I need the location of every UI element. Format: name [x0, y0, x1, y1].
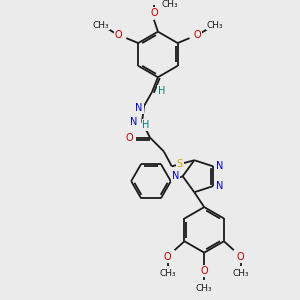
Text: S: S [177, 159, 183, 170]
Text: H: H [158, 86, 166, 96]
Text: CH₃: CH₃ [207, 21, 224, 30]
Text: O: O [125, 133, 133, 142]
Text: CH₃: CH₃ [232, 269, 249, 278]
Text: H: H [142, 120, 150, 130]
Text: N: N [130, 117, 138, 127]
Text: O: O [164, 252, 172, 262]
Text: CH₃: CH₃ [92, 21, 109, 30]
Text: O: O [150, 8, 158, 18]
Text: O: O [115, 30, 122, 40]
Text: N: N [135, 103, 143, 113]
Text: N: N [216, 181, 224, 191]
Text: O: O [194, 30, 201, 40]
Text: O: O [237, 252, 244, 262]
Text: O: O [200, 266, 208, 277]
Text: N: N [172, 171, 179, 181]
Text: CH₃: CH₃ [196, 284, 212, 293]
Text: CH₃: CH₃ [159, 269, 176, 278]
Text: N: N [216, 161, 224, 171]
Text: CH₃: CH₃ [162, 0, 178, 9]
